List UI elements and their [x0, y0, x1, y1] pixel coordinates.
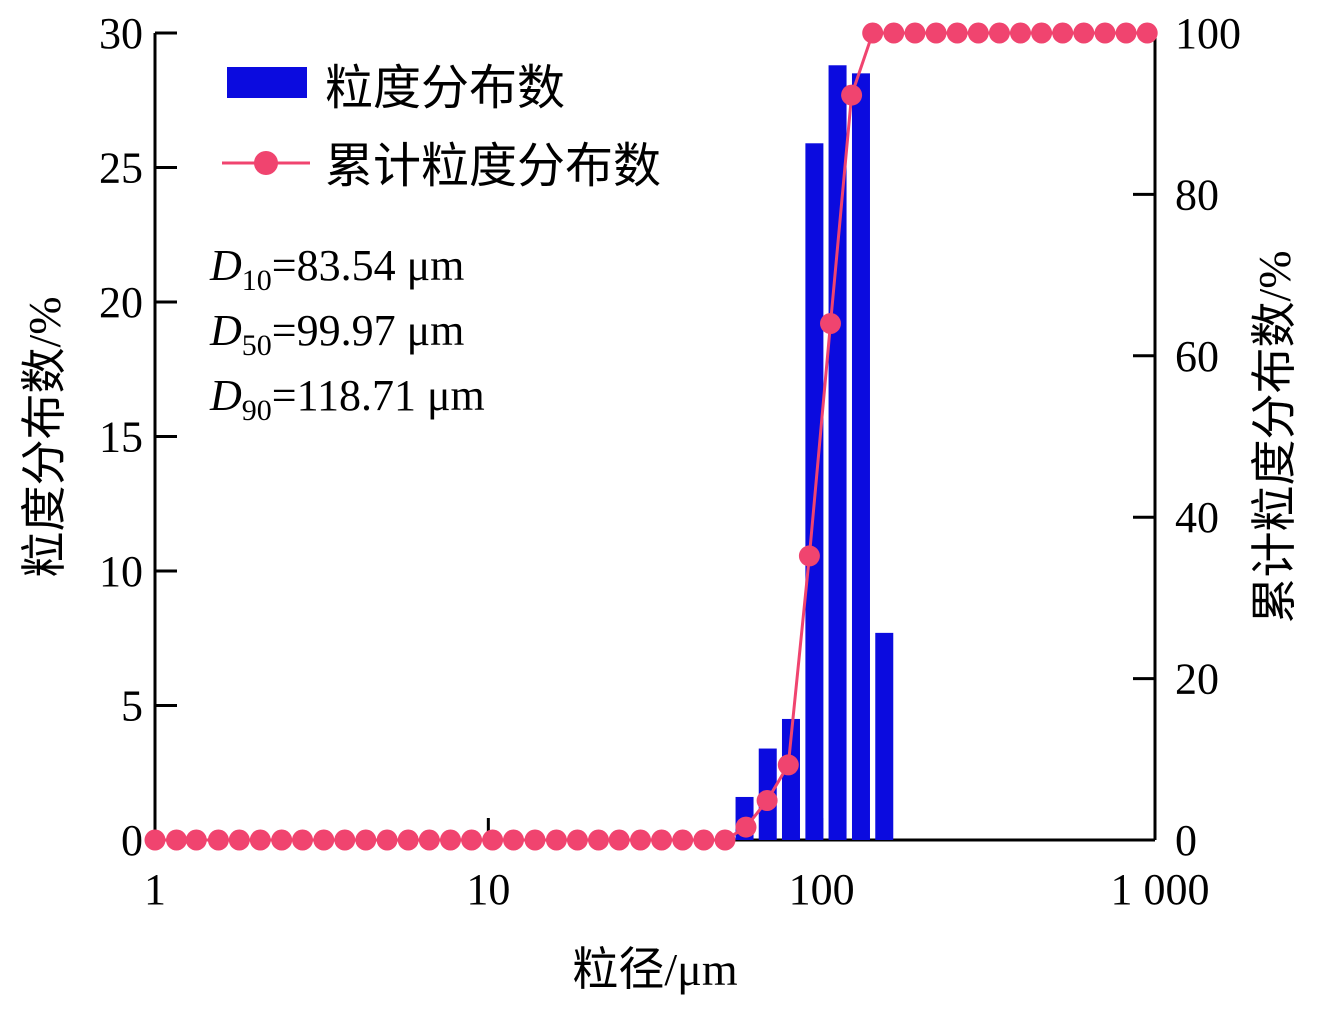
x-tick-label-0: 1: [144, 865, 166, 914]
cumulative-point-44: [1073, 22, 1095, 44]
cumulative-point-20: [566, 829, 588, 851]
left-y-tick-label-4: 20: [99, 278, 143, 327]
cumulative-point-10: [355, 829, 377, 851]
right-y-ticks: 0 20 40 60 80 100: [1133, 9, 1241, 865]
cumulative-point-19: [545, 829, 567, 851]
cumulative-point-8: [313, 829, 335, 851]
legend: 粒度分布数 累计粒度分布数: [222, 62, 661, 193]
annotation-d10: D10=83.54 μm: [209, 241, 464, 297]
cumulative-point-28: [735, 816, 757, 838]
bar-6: [875, 632, 894, 840]
d-value-annotations: D10=83.54 μm D50=99.97 μm D90=118.71 μm: [209, 241, 485, 427]
cumulative-point-26: [693, 829, 715, 851]
legend-bar-swatch: [227, 67, 307, 98]
annotation-d90: D90=118.71 μm: [209, 371, 485, 427]
annotation-d10-value: =83.54 μm: [272, 241, 465, 290]
bar-4: [828, 65, 847, 840]
right-y-tick-label-2: 40: [1175, 493, 1219, 542]
cumulative-point-16: [482, 829, 504, 851]
cumulative-point-23: [630, 829, 651, 851]
annotation-d90-value: =118.71 μm: [272, 371, 485, 420]
legend-label-bars: 粒度分布数: [325, 62, 565, 115]
cumulative-point-4: [228, 829, 250, 851]
line-series: [144, 22, 1158, 851]
annotation-d10-sub: 10: [242, 264, 272, 297]
cumulative-point-17: [503, 829, 524, 851]
cumulative-point-9: [334, 829, 356, 851]
cumulative-point-24: [651, 829, 673, 851]
cumulative-point-1: [166, 829, 187, 851]
x-axis-title: 粒径/μm: [572, 944, 737, 995]
left-y-tick-label-6: 30: [99, 9, 143, 58]
cumulative-point-39: [967, 22, 989, 44]
right-y-tick-label-5: 100: [1175, 9, 1241, 58]
cumulative-point-2: [185, 829, 207, 851]
cumulative-point-21: [588, 829, 609, 851]
cumulative-point-37: [925, 22, 947, 44]
annotation-d90-sub: 90: [242, 394, 272, 427]
cumulative-point-30: [777, 754, 799, 776]
bar-5: [851, 73, 870, 841]
legend-dot-swatch: [254, 151, 278, 175]
cumulative-point-12: [397, 829, 419, 851]
cumulative-point-45: [1094, 22, 1116, 44]
left-y-axis-title: 粒度分布数/%: [19, 296, 70, 577]
cumulative-point-7: [292, 829, 313, 851]
left-y-tick-label-3: 15: [99, 413, 143, 462]
cumulative-point-31: [798, 545, 820, 567]
cumulative-point-35: [883, 22, 905, 44]
cumulative-point-18: [524, 829, 546, 851]
legend-label-line: 累计粒度分布数: [325, 140, 661, 193]
cumulative-point-38: [946, 22, 968, 44]
right-y-tick-label-4: 80: [1175, 170, 1219, 219]
cumulative-point-33: [841, 84, 863, 106]
right-y-tick-label-3: 60: [1175, 332, 1219, 381]
cumulative-point-6: [271, 829, 293, 851]
cumulative-point-14: [440, 829, 461, 851]
right-y-tick-label-0: 0: [1175, 816, 1197, 865]
cumulative-point-42: [1031, 22, 1053, 44]
cumulative-point-47: [1136, 22, 1158, 44]
x-tick-label-2: 100: [789, 865, 855, 914]
cumulative-point-15: [461, 829, 483, 851]
cumulative-point-3: [207, 829, 229, 851]
x-tick-label-1: 10: [466, 865, 510, 914]
cumulative-point-5: [249, 829, 271, 851]
cumulative-point-34: [862, 22, 884, 44]
x-tick-label-3: 1 000: [1111, 865, 1210, 914]
annotation-d10-var: D: [209, 241, 242, 290]
left-y-ticks: 0 5 10 15 20 25 30: [99, 9, 177, 865]
left-y-tick-label-5: 25: [99, 144, 143, 193]
cumulative-point-36: [904, 22, 926, 44]
right-y-axis-title: 累计粒度分布数/%: [1249, 250, 1300, 623]
cumulative-point-40: [988, 22, 1010, 44]
left-y-tick-label-0: 0: [121, 816, 143, 865]
annotation-d50-value: =99.97 μm: [272, 306, 465, 355]
cumulative-point-22: [608, 829, 630, 851]
annotation-d50: D50=99.97 μm: [209, 306, 464, 362]
cumulative-point-46: [1115, 22, 1137, 44]
cumulative-point-13: [418, 829, 440, 851]
bar-series: [735, 65, 894, 841]
cumulative-point-25: [672, 829, 694, 851]
cumulative-point-32: [820, 313, 841, 334]
cumulative-point-41: [1010, 22, 1031, 44]
annotation-d90-var: D: [209, 371, 242, 420]
cumulative-point-27: [714, 829, 736, 851]
right-y-tick-label-1: 20: [1175, 655, 1219, 704]
cumulative-point-11: [376, 829, 398, 851]
left-y-tick-label-1: 5: [121, 682, 143, 731]
cumulative-point-0: [144, 829, 166, 851]
left-y-tick-label-2: 10: [99, 547, 143, 596]
bar-2: [781, 718, 800, 840]
annotation-d50-var: D: [209, 306, 242, 355]
cumulative-point-29: [756, 790, 778, 811]
cumulative-point-43: [1052, 22, 1074, 44]
annotation-d50-sub: 50: [242, 329, 272, 362]
